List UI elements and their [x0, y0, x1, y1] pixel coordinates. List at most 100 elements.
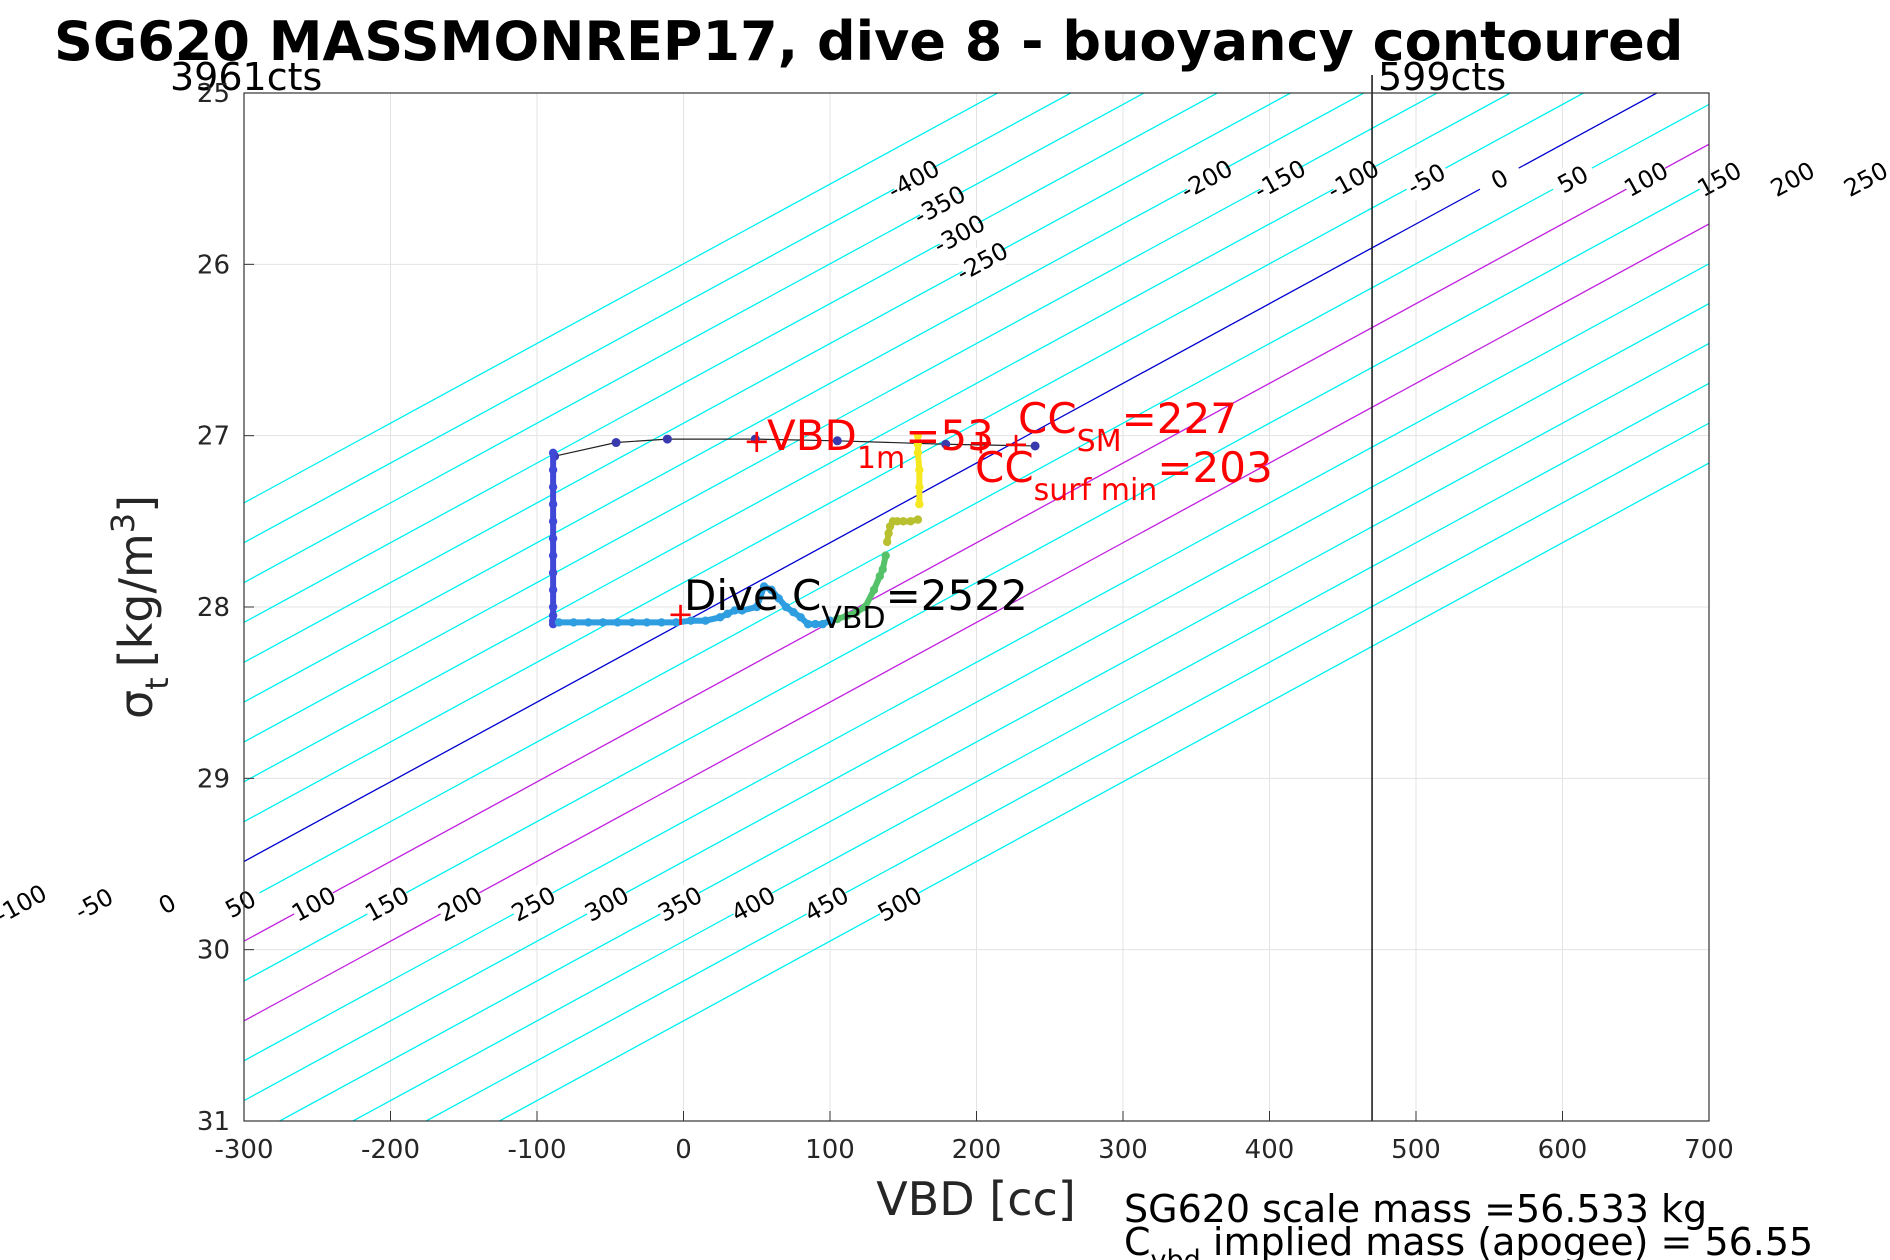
trace-point — [915, 482, 924, 492]
y-tick-label: 25 — [197, 79, 230, 109]
contour-line — [425, 422, 1709, 1121]
y-tick-label: 30 — [197, 936, 230, 966]
red-markers: + +++ — [667, 422, 1029, 633]
trace-point — [843, 611, 852, 620]
trace-point — [548, 517, 558, 526]
x-tick-label: 600 — [1538, 1135, 1588, 1165]
trace-point — [613, 618, 622, 627]
y-axis-label-sup: 3 — [104, 513, 142, 533]
cc-sm-main: CC — [1018, 394, 1077, 443]
trace-point — [584, 618, 593, 627]
x-tick-label: 400 — [1245, 1135, 1295, 1165]
contour-label: -100 — [0, 879, 52, 930]
contour-label-bg — [67, 880, 120, 927]
y-axis-label: σt [kg/m3] — [104, 495, 176, 719]
trace-point — [941, 439, 951, 449]
contour-line — [352, 382, 1709, 1121]
contour-label-bg — [955, 238, 1008, 284]
contour-label-bg — [1180, 155, 1233, 202]
footer-implied-mass-rest: implied mass (apogee) = 56.55 — [1201, 1220, 1813, 1260]
contour-label-bg — [932, 210, 986, 257]
x-axis-label: VBD [cc] — [876, 1172, 1076, 1226]
contour-line — [499, 462, 1709, 1121]
trace-point — [781, 602, 791, 612]
trace-point — [715, 613, 725, 622]
contour-line — [244, 93, 1438, 743]
trace-point — [767, 585, 776, 595]
contour-label-bg — [1693, 155, 1746, 202]
trace-point — [915, 465, 924, 475]
contour-line — [244, 302, 1709, 1102]
trace-point — [906, 517, 915, 526]
trace-point — [913, 515, 923, 524]
cc-sm-annotation: CCSM=227 — [1018, 394, 1237, 459]
marker-dive-cvbd: + — [667, 595, 694, 633]
vbd-1m-main: VBD — [767, 411, 857, 460]
contour-line — [244, 93, 1218, 624]
trace-point — [548, 482, 558, 492]
y-axis-label-close: ] — [109, 495, 163, 513]
trace-point — [671, 618, 681, 627]
trace-point — [852, 607, 861, 617]
contour-label: 250 — [1839, 156, 1890, 202]
trace-point — [548, 500, 558, 509]
contour-label-bg — [1839, 155, 1890, 202]
trace-point — [701, 616, 710, 625]
trace-point — [548, 448, 558, 457]
trace-point — [915, 500, 924, 509]
y-tick-label: 28 — [197, 593, 230, 623]
contour-label-bg — [1546, 155, 1599, 202]
contour-line — [244, 143, 1709, 942]
trace-point — [913, 440, 923, 449]
trace-point — [878, 565, 887, 574]
contour-label-bg — [214, 880, 267, 927]
marker-cc-sm: + — [1003, 425, 1030, 463]
trace-point — [774, 594, 783, 603]
contour-label-bg — [0, 880, 47, 927]
contour-label-bg — [800, 880, 853, 927]
contour-line — [244, 223, 1709, 1022]
trace-point — [657, 618, 666, 627]
trace-point — [825, 616, 835, 625]
y-axis-label-sub: t — [138, 677, 176, 690]
y-axis-label-unit: [kg/m — [109, 533, 163, 667]
dive-trace — [548, 431, 1040, 629]
contour-line — [244, 263, 1709, 1062]
trace-point — [611, 438, 621, 448]
y-tick-label: 27 — [197, 422, 230, 452]
trace-point — [554, 618, 564, 627]
trace-point — [893, 517, 902, 526]
y-tick-label: 29 — [197, 764, 230, 794]
contour-label-bg — [653, 880, 706, 927]
cc-surf-min-sub: surf min — [1034, 473, 1158, 508]
trace-point — [737, 606, 747, 615]
trace-point — [642, 618, 652, 627]
trace-point — [913, 431, 923, 440]
vbd-1m-value: =53 — [905, 411, 994, 460]
trace-point — [730, 606, 739, 615]
contour-label-bg — [140, 880, 193, 927]
trace-point — [662, 434, 672, 444]
x-tick-label: -100 — [507, 1135, 566, 1165]
dive-cvbd-value: =2522 — [886, 571, 1028, 620]
footer-scale-mass: SG620 scale mass =56.533 kg — [1124, 1187, 1707, 1231]
trace-point — [548, 465, 558, 475]
contour-label-bg — [887, 155, 940, 202]
footer-implied-mass: Cvbd implied mass (apogee) = 56.55 — [1124, 1220, 1813, 1260]
trace-point — [818, 619, 827, 629]
contour-label-bg — [873, 880, 926, 927]
cc-sm-value: =227 — [1122, 394, 1237, 443]
contour-line — [244, 93, 1145, 584]
x-tick-label: 700 — [1684, 1135, 1734, 1165]
trace-point — [860, 602, 870, 612]
trace-point — [882, 537, 892, 547]
vbd-1m-annotation: VBD1m=53 — [767, 411, 994, 476]
marker-cc-surf-min: + — [967, 424, 994, 462]
y-tick-label: 26 — [197, 250, 230, 280]
contour-label-bg — [1326, 155, 1379, 202]
x-tick-label: -300 — [214, 1135, 273, 1165]
contour-label-bg — [1473, 155, 1526, 202]
x-tick-label: 200 — [952, 1135, 1002, 1165]
cc-surf-min-value: =203 — [1157, 443, 1272, 492]
